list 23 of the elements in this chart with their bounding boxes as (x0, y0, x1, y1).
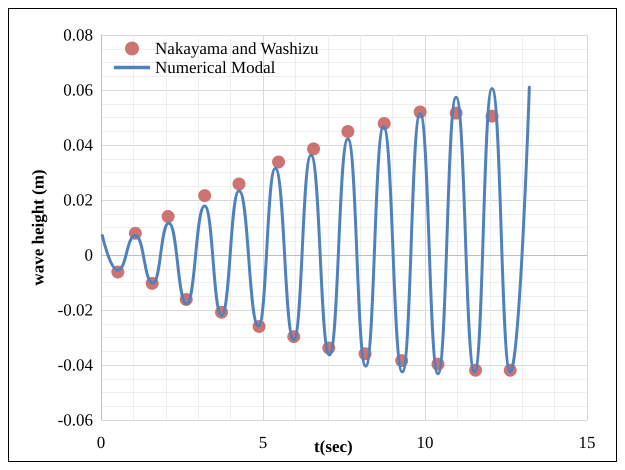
point (198, 189, 212, 202)
x-tick-label: 15 (578, 433, 596, 452)
x-tick-label: 10 (416, 433, 434, 452)
point (162, 210, 175, 223)
x-axis-title: t(sec) (314, 437, 353, 456)
y-tick-label: 0 (84, 246, 93, 264)
legend-label: Numerical Modal (155, 58, 276, 77)
point (307, 142, 320, 156)
y-tick-label: -0.02 (58, 300, 93, 320)
y-tick-label: 0.04 (63, 136, 94, 154)
y-axis-title: wave height (m) (28, 169, 48, 286)
point (341, 125, 354, 138)
legend-label: Nakayama and Washizu (155, 39, 320, 58)
point (272, 156, 286, 169)
x-tick-label: 5 (258, 433, 268, 452)
y-tick-label: 0.08 (63, 26, 93, 44)
y-tick-label: 0.06 (63, 80, 93, 100)
point (232, 178, 246, 191)
y-tick-label: 0.02 (63, 190, 93, 210)
x-tick-label: 0 (96, 433, 106, 452)
line-series (100, 86, 531, 376)
y-tick-label: -0.04 (58, 356, 94, 374)
y-tick-label: -0.06 (58, 410, 93, 430)
